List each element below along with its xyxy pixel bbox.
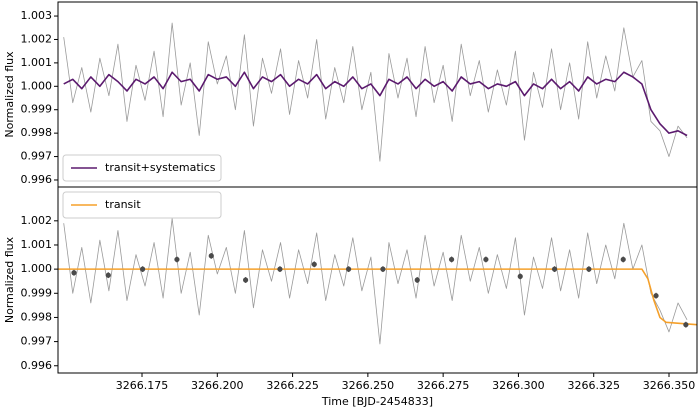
legend-label: transit	[105, 198, 141, 211]
binned-point	[586, 266, 592, 272]
y-tick-label: 0.997	[21, 150, 53, 163]
y-tick-label: 1.002	[21, 32, 53, 45]
y-tick-label: 0.996	[21, 173, 53, 186]
model-line	[63, 71, 688, 137]
x-tick-label: 3266.275	[417, 379, 470, 392]
x-tick-label: 3266.175	[116, 379, 169, 392]
legend-box	[62, 191, 222, 219]
data-line	[63, 22, 688, 162]
x-tick-label: 3266.325	[567, 379, 620, 392]
model-line	[58, 268, 697, 326]
y-axis-label: Normalized flux	[3, 51, 16, 138]
y-tick-label: 1.000	[21, 79, 53, 92]
y-tick-label: 0.999	[21, 103, 53, 116]
binned-point	[345, 266, 352, 272]
binned-point	[71, 270, 77, 276]
binned-point	[620, 256, 626, 263]
binned-point	[380, 266, 386, 272]
binned-point	[311, 261, 317, 267]
axes-frame	[57, 186, 698, 374]
binned-point	[243, 277, 249, 283]
y-tick-label: 1.002	[21, 214, 53, 227]
binned-point	[105, 272, 111, 278]
binned-point	[208, 253, 214, 259]
x-tick-label: 3266.200	[191, 379, 244, 392]
binned-point	[414, 277, 420, 283]
y-tick-label: 0.997	[21, 335, 53, 348]
binned-point	[448, 256, 455, 263]
data-line	[63, 218, 688, 345]
y-tick-label: 0.998	[21, 310, 53, 323]
binned-point	[683, 322, 689, 328]
y-axis-label: Normalized flux	[3, 236, 16, 323]
y-tick-label: 1.003	[21, 9, 53, 22]
legend-box	[62, 154, 222, 182]
plot-area	[63, 22, 688, 162]
y-tick-label: 1.001	[21, 238, 53, 251]
x-tick-label: 3266.300	[492, 379, 545, 392]
y-tick-label: 0.999	[21, 286, 53, 299]
y-tick-label: 1.001	[21, 56, 53, 69]
plot-area	[58, 218, 697, 345]
y-tick-label: 0.996	[21, 359, 53, 372]
y-tick-label: 0.998	[21, 126, 53, 139]
binned-point	[174, 256, 180, 263]
binned-point	[517, 273, 523, 279]
x-tick-label: 3266.350	[643, 379, 696, 392]
binned-point	[551, 266, 558, 272]
legend-label: transit+systematics	[105, 161, 216, 174]
x-tick-label: 3266.225	[266, 379, 319, 392]
binned-point	[140, 266, 146, 272]
x-axis-label: Time [BJD-2454833]	[321, 395, 433, 408]
binned-point	[277, 266, 283, 272]
y-tick-label: 1.000	[21, 262, 53, 275]
binned-point	[653, 293, 659, 299]
x-tick-label: 3266.250	[342, 379, 395, 392]
binned-point	[483, 256, 489, 263]
